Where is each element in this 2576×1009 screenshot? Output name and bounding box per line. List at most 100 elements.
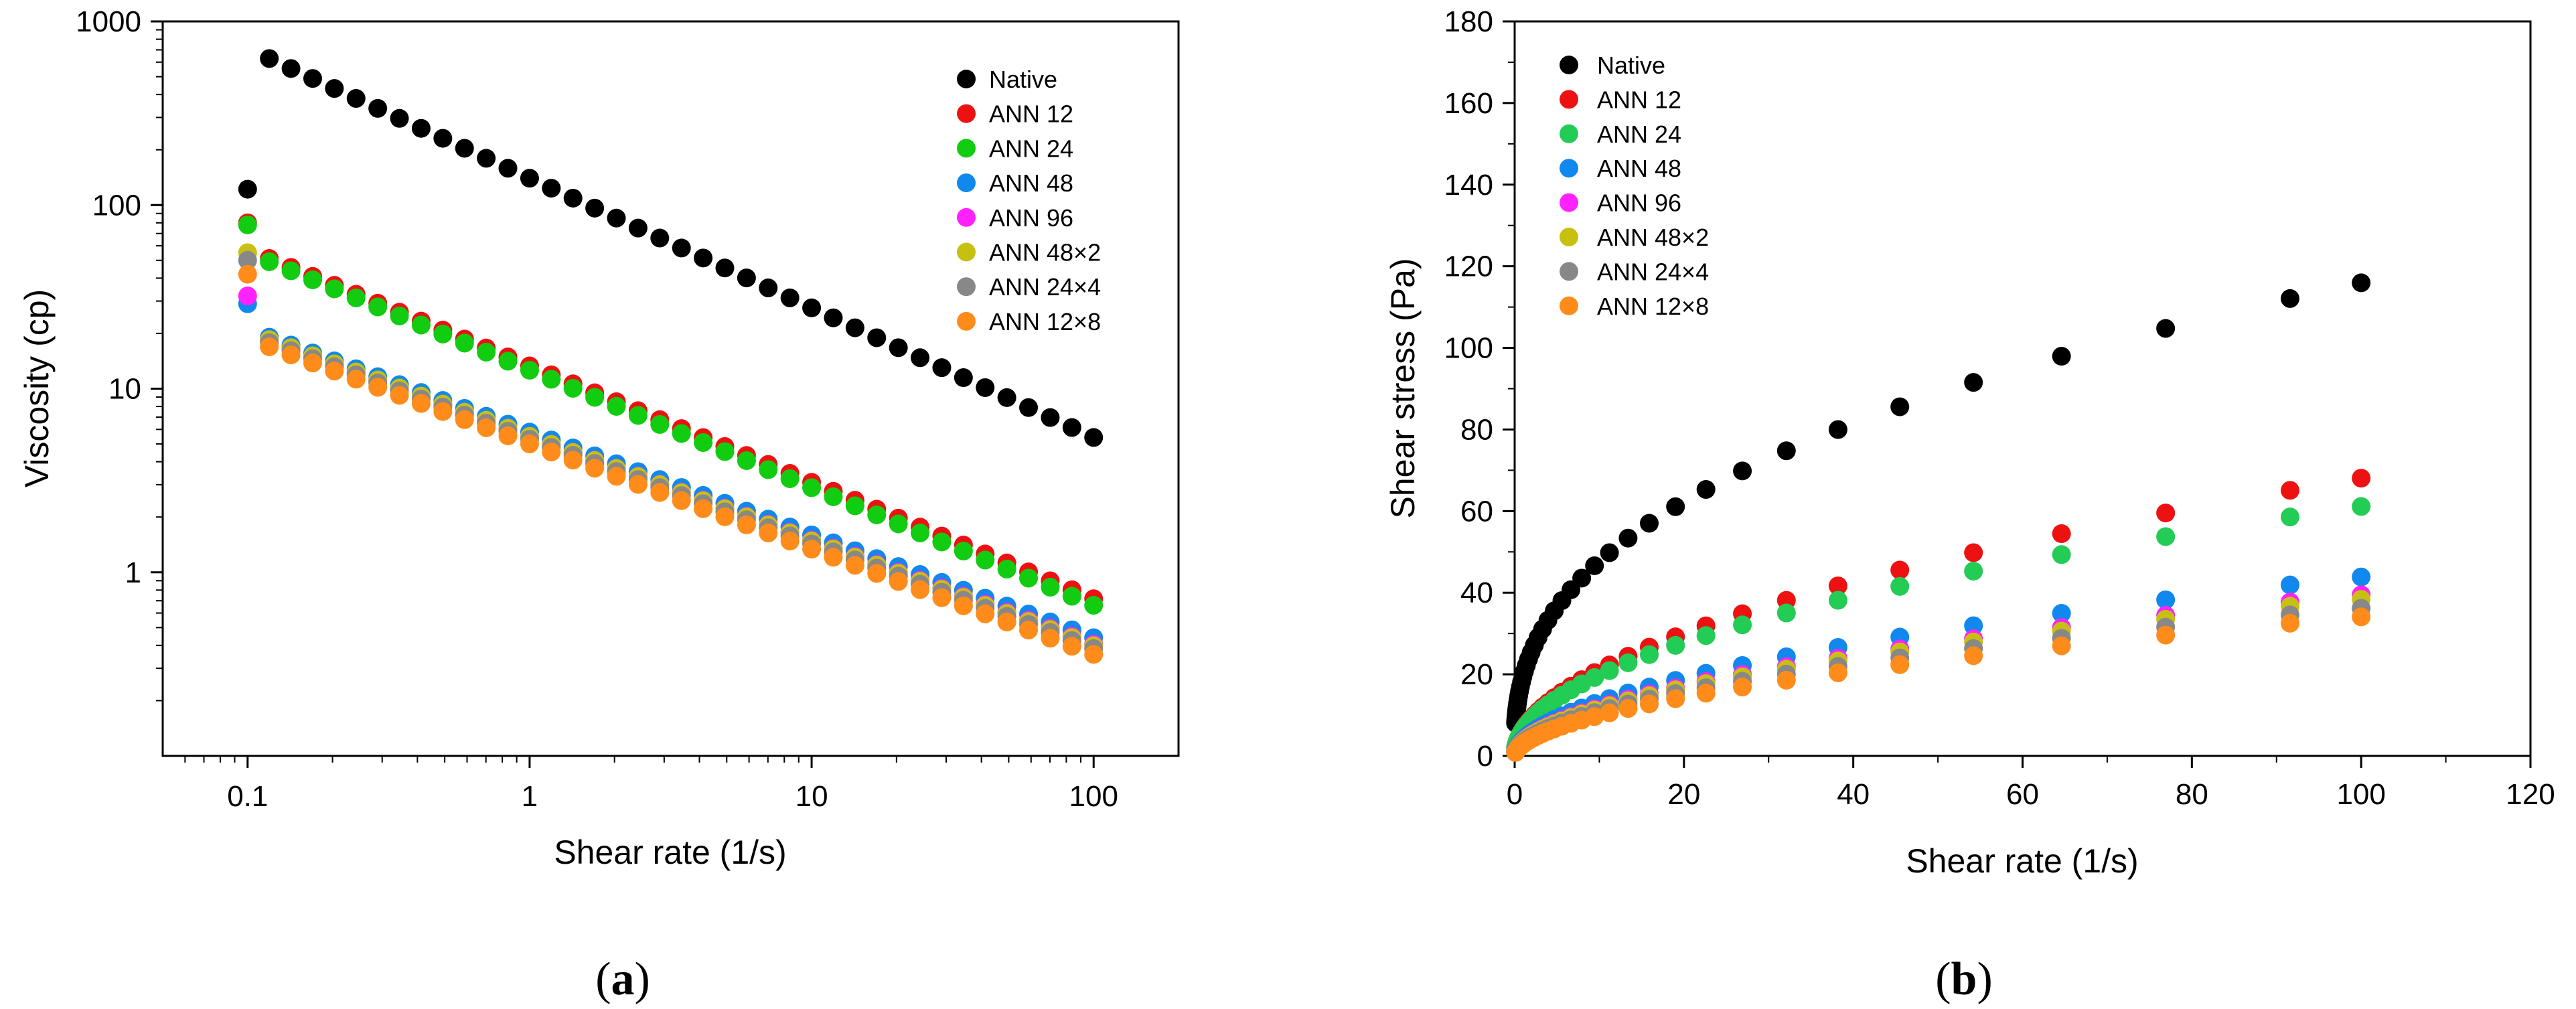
data-point <box>325 362 344 381</box>
data-point <box>563 451 583 470</box>
data-point <box>1019 568 1039 588</box>
data-point <box>759 460 778 479</box>
panel-b-data-points <box>1506 273 2371 762</box>
data-point <box>368 98 388 118</box>
data-point <box>260 337 279 357</box>
legend-label: ANN 24×4 <box>1597 258 1709 285</box>
panel-b-legend: Native ANN 12 ANN 24 ANN 48 ANN 96 ANN 48×2 AN… <box>1560 52 1709 320</box>
x-tick-label: 1 <box>522 780 538 813</box>
legend-label: ANN 48 <box>989 169 1073 197</box>
data-point <box>737 451 756 470</box>
data-point <box>238 250 257 270</box>
y-tick-label: 0 <box>1477 740 1493 773</box>
data-point <box>1084 596 1104 615</box>
panel-b-y-axis-label: Shear stress (Pa) <box>1384 258 1422 518</box>
legend-label: ANN 48×2 <box>1597 224 1709 251</box>
data-point <box>1572 568 1592 588</box>
data-point <box>455 410 474 429</box>
legend-label: ANN 48×2 <box>989 239 1101 266</box>
legend-entry-ann-12x8: ANN 12×8 <box>957 308 1101 335</box>
data-point <box>650 228 670 248</box>
legend-label: ANN 24 <box>989 135 1073 162</box>
data-point <box>607 208 626 228</box>
data-point <box>759 524 778 543</box>
data-point <box>585 198 605 218</box>
legend-marker <box>1560 193 1578 212</box>
legend-marker <box>1560 262 1578 281</box>
data-point <box>281 261 301 281</box>
data-point <box>1696 684 1716 703</box>
data-point <box>1828 663 1847 682</box>
data-point <box>2052 347 2071 366</box>
data-point <box>2156 590 2176 609</box>
data-point <box>1062 637 1081 656</box>
data-point <box>1084 645 1104 664</box>
legend-marker <box>957 242 976 262</box>
data-point <box>585 388 605 407</box>
data-point <box>1776 441 1796 461</box>
data-point <box>1084 428 1104 447</box>
legend-marker <box>957 173 976 193</box>
panel-b-caption: (b) <box>1935 953 1993 1005</box>
data-point <box>954 596 973 615</box>
data-point <box>889 572 908 591</box>
data-point <box>1964 562 1983 581</box>
data-point <box>1062 587 1081 606</box>
data-point <box>976 378 995 397</box>
legend-entry-native: Native <box>1560 52 1665 79</box>
data-point <box>2280 481 2299 500</box>
panel-b-y-axis: 0 20 40 60 80 100 120 140 160 180 <box>1444 5 1515 773</box>
data-point <box>238 286 257 305</box>
data-point <box>1890 655 1910 674</box>
data-point <box>390 306 409 325</box>
series-ann-12x8 <box>238 264 1104 664</box>
data-point <box>368 297 388 317</box>
data-point <box>411 394 431 413</box>
data-point <box>1019 621 1039 640</box>
data-point <box>715 258 735 278</box>
panel-a-plot-frame <box>161 20 1180 757</box>
data-point <box>477 418 496 437</box>
legend-marker <box>957 311 976 331</box>
data-point <box>1585 707 1604 726</box>
data-point <box>411 315 431 335</box>
data-point <box>2352 567 2371 587</box>
data-point <box>802 298 822 317</box>
data-point <box>867 328 887 347</box>
y-tick-label: 100 <box>1444 332 1493 365</box>
panel-a-x-axis: 0.1 1 10 100 <box>184 756 1118 813</box>
data-point <box>737 268 756 288</box>
data-point <box>433 324 453 343</box>
data-point <box>932 588 952 607</box>
legend-label: ANN 12 <box>989 100 1073 128</box>
data-point <box>1600 543 1619 562</box>
legend-label: ANN 12×8 <box>1597 293 1709 320</box>
data-point <box>628 218 648 238</box>
data-point <box>911 580 930 599</box>
series-ann-24 <box>238 215 1104 615</box>
data-point <box>911 348 930 368</box>
data-point <box>1041 578 1060 597</box>
data-point <box>1964 373 1983 392</box>
data-point <box>2280 613 2299 633</box>
data-point <box>911 524 930 543</box>
legend-entry-ann-48: ANN 48 <box>957 169 1073 197</box>
data-point <box>520 169 539 188</box>
data-point <box>390 386 409 405</box>
legend-marker <box>1560 159 1578 178</box>
data-point <box>628 406 648 425</box>
x-tick-label: 100 <box>1069 780 1118 813</box>
data-point <box>2156 503 2176 523</box>
data-point <box>1964 616 1983 635</box>
data-point <box>802 540 822 559</box>
data-point <box>1696 626 1716 645</box>
legend-marker <box>957 104 976 123</box>
x-tick-label: 120 <box>2506 778 2555 811</box>
data-point <box>737 515 756 534</box>
data-point <box>260 252 279 271</box>
data-point <box>520 435 539 454</box>
data-point <box>542 443 561 462</box>
x-tick-label: 60 <box>2006 778 2039 811</box>
data-point <box>1666 497 1685 516</box>
